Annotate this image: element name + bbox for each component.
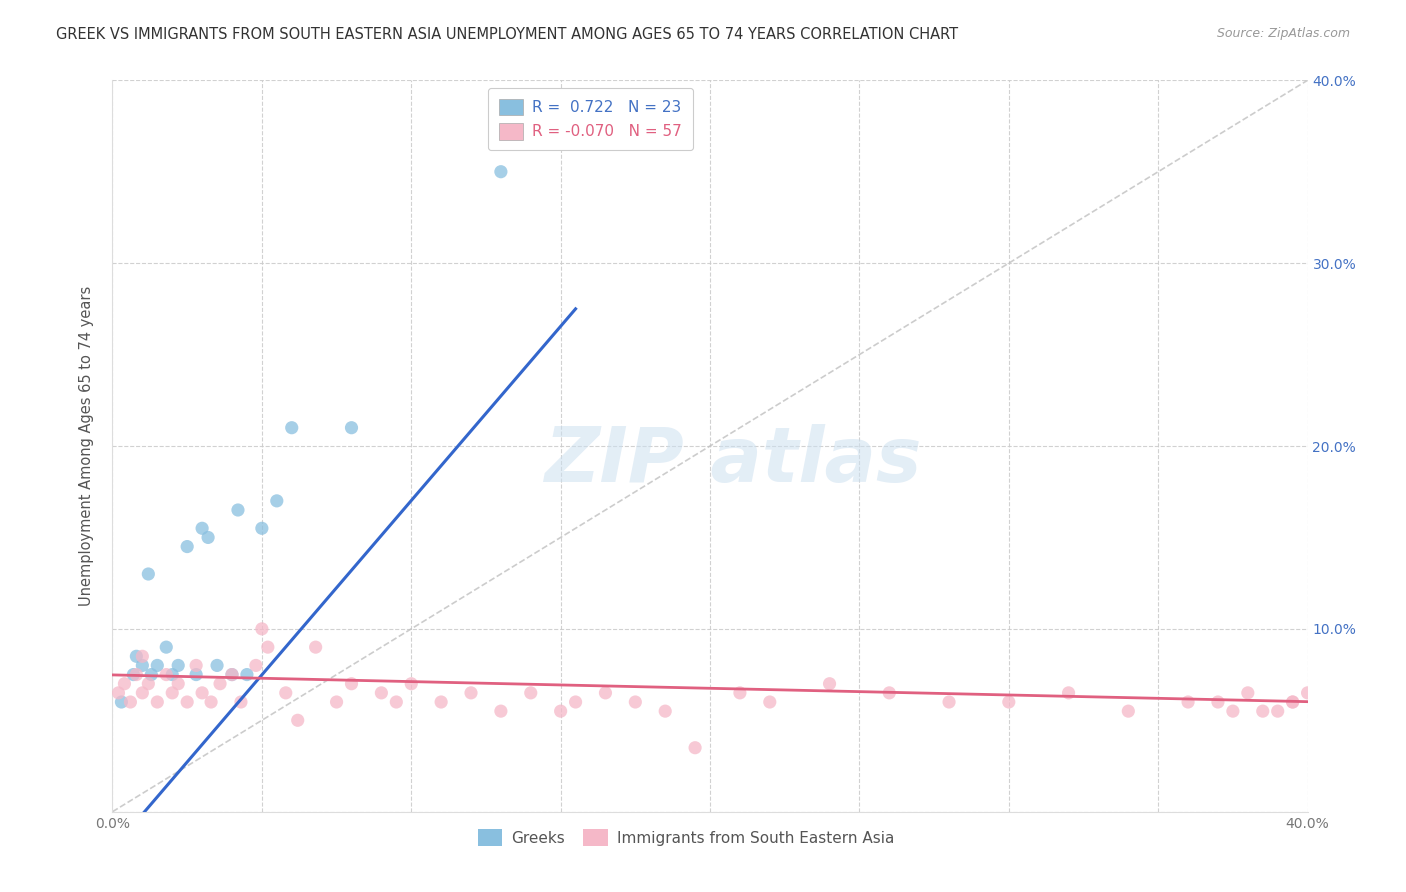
Point xyxy=(1312,484,1334,499)
Point xyxy=(728,686,751,700)
Point xyxy=(1281,695,1303,709)
Point xyxy=(226,503,249,517)
Point xyxy=(186,658,208,673)
Point xyxy=(340,676,363,690)
Point xyxy=(131,686,153,700)
Point xyxy=(879,686,901,700)
Point xyxy=(122,667,145,681)
Point xyxy=(520,686,543,700)
Point xyxy=(221,667,243,681)
Point xyxy=(274,686,297,700)
Point xyxy=(209,676,232,690)
Point xyxy=(155,640,177,655)
Point xyxy=(938,695,960,709)
Point xyxy=(550,704,572,718)
Point xyxy=(125,649,148,664)
Point xyxy=(1296,686,1319,700)
Point xyxy=(162,686,183,700)
Point xyxy=(110,695,132,709)
Point xyxy=(460,686,482,700)
Point xyxy=(221,667,243,681)
Point xyxy=(624,695,647,709)
Point xyxy=(818,676,841,690)
Point xyxy=(1177,695,1199,709)
Point xyxy=(146,658,169,673)
Point xyxy=(146,695,169,709)
Point xyxy=(489,704,512,718)
Point xyxy=(654,704,676,718)
Point xyxy=(370,686,392,700)
Point xyxy=(131,649,153,664)
Point xyxy=(759,695,782,709)
Point xyxy=(131,658,153,673)
Legend: Greeks, Immigrants from South Eastern Asia: Greeks, Immigrants from South Eastern As… xyxy=(468,821,904,855)
Point xyxy=(1222,704,1244,718)
Point xyxy=(1237,686,1260,700)
Point xyxy=(489,164,512,178)
Text: Source: ZipAtlas.com: Source: ZipAtlas.com xyxy=(1216,27,1350,40)
Point xyxy=(281,421,304,435)
Point xyxy=(197,530,219,544)
Point xyxy=(176,695,198,709)
Point xyxy=(1206,695,1229,709)
Point xyxy=(1281,695,1303,709)
Point xyxy=(250,622,273,636)
Point xyxy=(114,676,135,690)
Point xyxy=(176,540,198,554)
Y-axis label: Unemployment Among Ages 65 to 74 years: Unemployment Among Ages 65 to 74 years xyxy=(79,285,94,607)
Point xyxy=(141,667,163,681)
Point xyxy=(430,695,453,709)
Point xyxy=(229,695,252,709)
Point xyxy=(186,667,208,681)
Point xyxy=(125,667,148,681)
Point xyxy=(250,521,273,535)
Point xyxy=(325,695,347,709)
Point xyxy=(167,658,190,673)
Point xyxy=(340,421,363,435)
Point xyxy=(205,658,228,673)
Point xyxy=(1267,704,1289,718)
Point xyxy=(138,676,160,690)
Point xyxy=(401,676,423,690)
Point xyxy=(155,667,177,681)
Point xyxy=(1118,704,1140,718)
Point xyxy=(595,686,617,700)
Point xyxy=(107,686,129,700)
Point xyxy=(200,695,222,709)
Point xyxy=(138,567,160,582)
Point xyxy=(266,494,288,508)
Point xyxy=(191,521,214,535)
Point xyxy=(998,695,1021,709)
Point xyxy=(1057,686,1080,700)
Point xyxy=(305,640,328,655)
Point xyxy=(564,695,586,709)
Text: GREEK VS IMMIGRANTS FROM SOUTH EASTERN ASIA UNEMPLOYMENT AMONG AGES 65 TO 74 YEA: GREEK VS IMMIGRANTS FROM SOUTH EASTERN A… xyxy=(56,27,959,42)
Point xyxy=(385,695,408,709)
Text: ZIP atlas: ZIP atlas xyxy=(546,424,922,498)
Point xyxy=(1251,704,1274,718)
Point xyxy=(236,667,259,681)
Point xyxy=(167,676,190,690)
Point xyxy=(191,686,214,700)
Point xyxy=(245,658,267,673)
Point xyxy=(683,740,706,755)
Point xyxy=(162,667,183,681)
Point xyxy=(120,695,142,709)
Point xyxy=(257,640,280,655)
Point xyxy=(287,714,309,728)
